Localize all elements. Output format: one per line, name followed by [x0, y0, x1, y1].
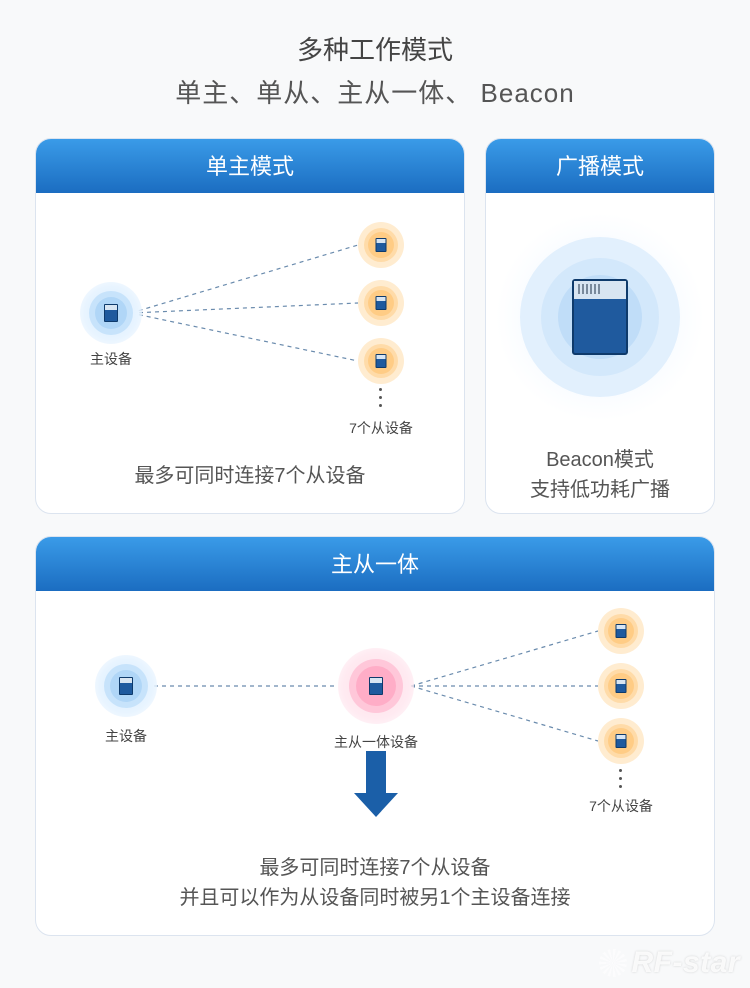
card-header: 广播模式: [486, 139, 714, 193]
chip-icon: [616, 734, 627, 748]
master-slave-device-label: 主从一体设备: [334, 732, 418, 752]
slave-count-label: 7个从设备: [589, 796, 653, 816]
logo-icon: [599, 949, 627, 977]
footer-line1: 最多可同时连接7个从设备: [259, 857, 490, 879]
card-header: 单主模式: [36, 139, 464, 193]
master-device-label: 主设备: [90, 349, 132, 369]
chip-icon: [119, 677, 133, 695]
card-single-master: 单主模式 主设备: [35, 138, 465, 514]
chip-icon: [376, 354, 387, 368]
arrow-down-icon: [354, 751, 398, 817]
ellipsis-dots: [619, 769, 622, 788]
card-body: 主设备 主从一体设备: [36, 591, 714, 835]
master-device-label: 主设备: [105, 726, 147, 746]
footer-line2: 并且可以作为从设备同时被另1个主设备连接: [179, 887, 570, 909]
card-footer: 最多可同时连接7个从设备 并且可以作为从设备同时被另1个主设备连接: [36, 835, 714, 935]
card-footer: Beacon模式 支持低功耗广播: [486, 427, 714, 514]
card-broadcast: 广播模式 Beacon模式 支持低功耗广播: [485, 138, 715, 514]
broadcast-rings: [486, 207, 714, 427]
card-body: 主设备 7个从设备: [36, 193, 464, 443]
chip-icon: [104, 304, 118, 322]
slave-count-label: 7个从设备: [349, 418, 413, 438]
chip-icon: [376, 296, 387, 310]
watermark: RF-star: [599, 946, 740, 980]
chip-icon: [616, 624, 627, 638]
watermark-text: RF-star: [631, 946, 740, 980]
card-body: [486, 193, 714, 427]
footer-line1: Beacon模式: [546, 449, 654, 471]
title-line1: 多种工作模式: [35, 30, 715, 67]
card-footer: 最多可同时连接7个从设备: [36, 443, 464, 513]
chip-icon: [369, 677, 383, 695]
page-title-block: 多种工作模式 单主、单从、主从一体、 Beacon: [35, 30, 715, 110]
footer-line2: 支持低功耗广播: [530, 479, 670, 501]
ellipsis-dots: [379, 388, 382, 407]
title-line2: 单主、单从、主从一体、 Beacon: [35, 73, 715, 110]
chip-icon: [572, 279, 628, 355]
chip-icon: [376, 238, 387, 252]
chip-icon: [616, 679, 627, 693]
card-header: 主从一体: [36, 537, 714, 591]
card-master-slave: 主从一体 主设备 主从一体设备: [35, 536, 715, 936]
